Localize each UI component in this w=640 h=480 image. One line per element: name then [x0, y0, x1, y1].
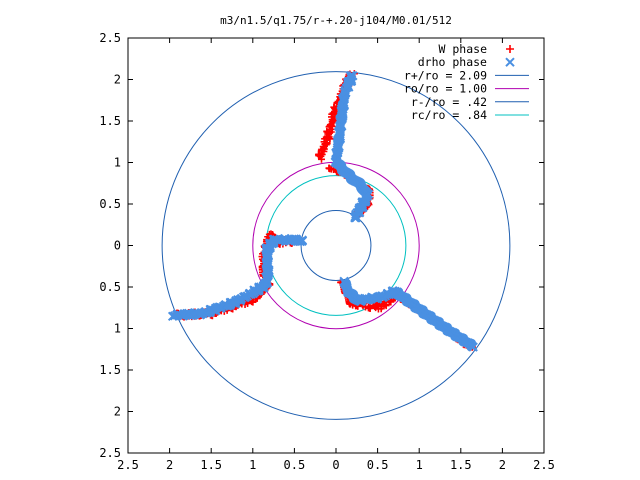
y-tick-label: 0.5	[99, 280, 121, 294]
x-tick-label: 0	[332, 458, 339, 472]
legend-label: r-/ro = .42	[411, 95, 487, 109]
data-layer	[161, 70, 511, 420]
legend-label: rc/ro = .84	[411, 108, 487, 122]
x-tick-label: 1.5	[200, 458, 222, 472]
y-tick-label: 2.5	[99, 31, 121, 45]
legend-label: drho phase	[418, 55, 487, 69]
series-drho-phase	[167, 70, 478, 352]
y-tick-label: 2	[114, 73, 121, 87]
x-tick-label: 1	[249, 458, 256, 472]
tick-layer: 2.5 2 1.5 1 0.5 0 0.5 1 1.5 2 2.52.521.510.500.511…	[99, 31, 555, 472]
x-tick-label: 2.5	[117, 458, 139, 472]
data-point	[329, 117, 337, 125]
data-point	[350, 213, 360, 223]
y-tick-label: 1.5	[99, 114, 121, 128]
y-tick-label: 1.5	[99, 363, 121, 377]
data-point	[371, 302, 379, 310]
x-tick-label: 0.5	[284, 458, 306, 472]
x-tick-label: 2	[166, 458, 173, 472]
legend-label: ro/ro = 1.00	[404, 82, 487, 96]
y-tick-label: 0.5	[99, 197, 121, 211]
y-tick-label: 2.5	[99, 446, 121, 460]
radius-circle	[161, 71, 511, 420]
data-point	[506, 45, 514, 53]
data-point	[468, 342, 478, 352]
data-point	[505, 57, 515, 67]
y-tick-label: 2	[114, 405, 121, 419]
chart-title: m3/n1.5/q1.75/r-+.20-j104/M0.01/512	[220, 14, 452, 27]
x-tick-label: 2.5	[533, 458, 555, 472]
data-point	[167, 311, 178, 322]
x-tick-label: 2	[499, 458, 506, 472]
y-tick-label: 1	[114, 156, 121, 170]
y-tick-label: 1	[114, 322, 121, 336]
x-tick-label: 0.5	[367, 458, 389, 472]
x-tick-label: 1.5	[450, 458, 472, 472]
legend-label: r+/ro = 2.09	[404, 68, 487, 82]
legend-label: W phase	[439, 42, 488, 56]
y-tick-label: 0	[114, 239, 121, 253]
x-tick-label: 1	[416, 458, 423, 472]
